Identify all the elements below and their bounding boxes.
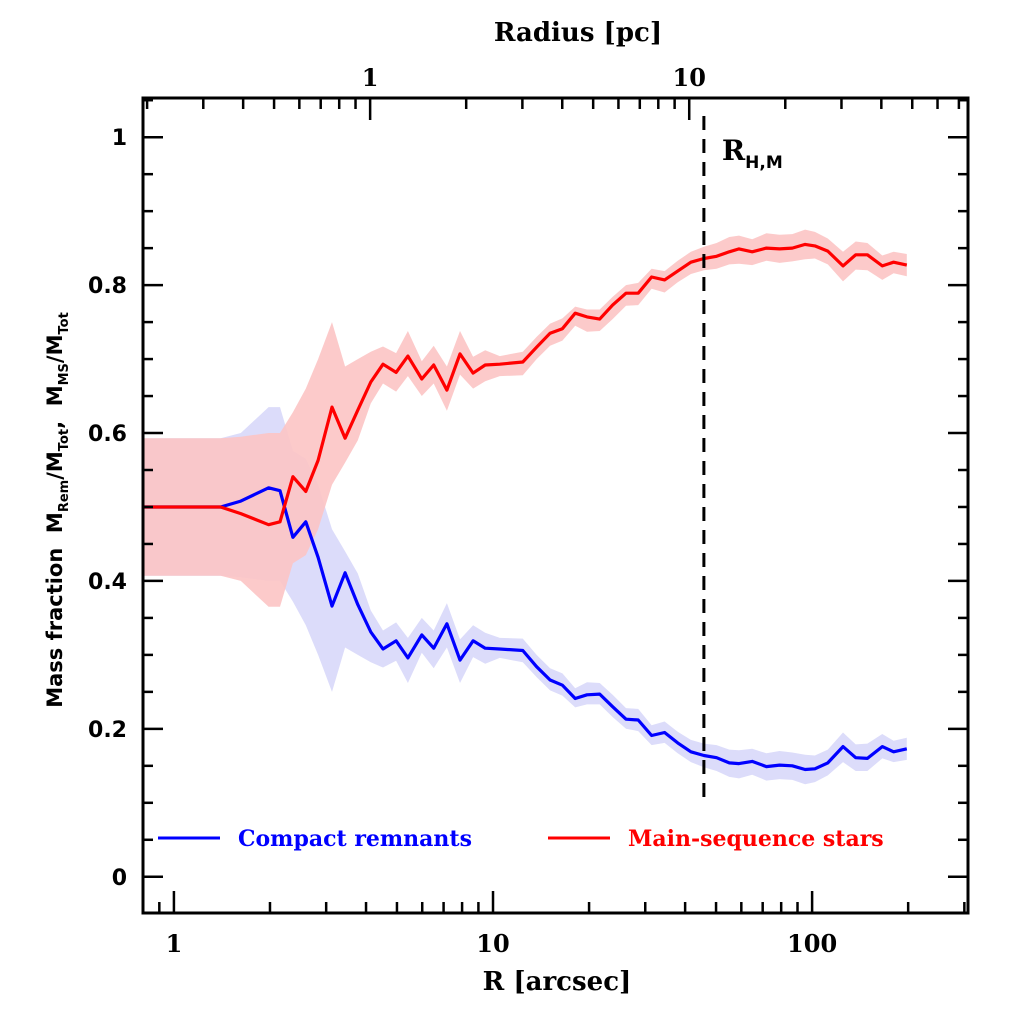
legend: Compact remnants Main-sequence stars [158, 826, 884, 852]
y-axis-title-prefix: Mass fraction [43, 533, 67, 708]
error-band-main-sequence-stars [143, 229, 907, 607]
y-axis-sep: , [43, 406, 67, 429]
y-axis-m2: M [43, 385, 67, 406]
y-axis-t2-sub: Tot [57, 312, 72, 334]
y-tick-label: 0.2 [88, 718, 127, 743]
x-tick-label: 10 [476, 929, 509, 958]
legend-label-main-sequence-stars: Main-sequence stars [628, 826, 884, 852]
plot-frame [141, 96, 970, 915]
error-bands [143, 229, 907, 785]
half-mass-radius-annotation: RH,M [702, 116, 783, 805]
y-axis-m1-sub: Rem [57, 480, 72, 512]
y-axis-slash1: /M [43, 451, 67, 480]
y-axis-m2-sub: MS [57, 363, 72, 385]
hm-label-sub: H,M [745, 153, 783, 173]
x-tick-label: 100 [787, 929, 837, 958]
x-tick-label: 1 [166, 929, 183, 958]
y-axis-slash2: /M [43, 335, 67, 364]
series-lines [142, 242, 908, 772]
y-axis-m1: M [43, 512, 67, 533]
top-tick-label: 10 [673, 63, 706, 92]
y-axis-title: Mass fraction MRem/MTot, MMS/MTot [43, 312, 72, 708]
y-tick-label: 0 [112, 866, 127, 891]
y-axis-t1-sub: Tot [57, 429, 72, 451]
hm-label-main: R [722, 134, 746, 167]
half-mass-radius-label: RH,M [722, 134, 783, 173]
y-tick-label: 0.8 [88, 274, 127, 299]
y-tick-label: 0.6 [88, 422, 127, 447]
y-tick-label: 0.4 [88, 570, 127, 595]
x-axis-title: R [arcsec] [483, 967, 632, 997]
top-axis-title: Radius [pc] [494, 18, 662, 48]
top-tick-label: 1 [362, 63, 379, 92]
legend-label-compact-remnants: Compact remnants [238, 826, 472, 852]
y-tick-label: 1 [112, 126, 127, 151]
axis-ticks [141, 98, 968, 913]
